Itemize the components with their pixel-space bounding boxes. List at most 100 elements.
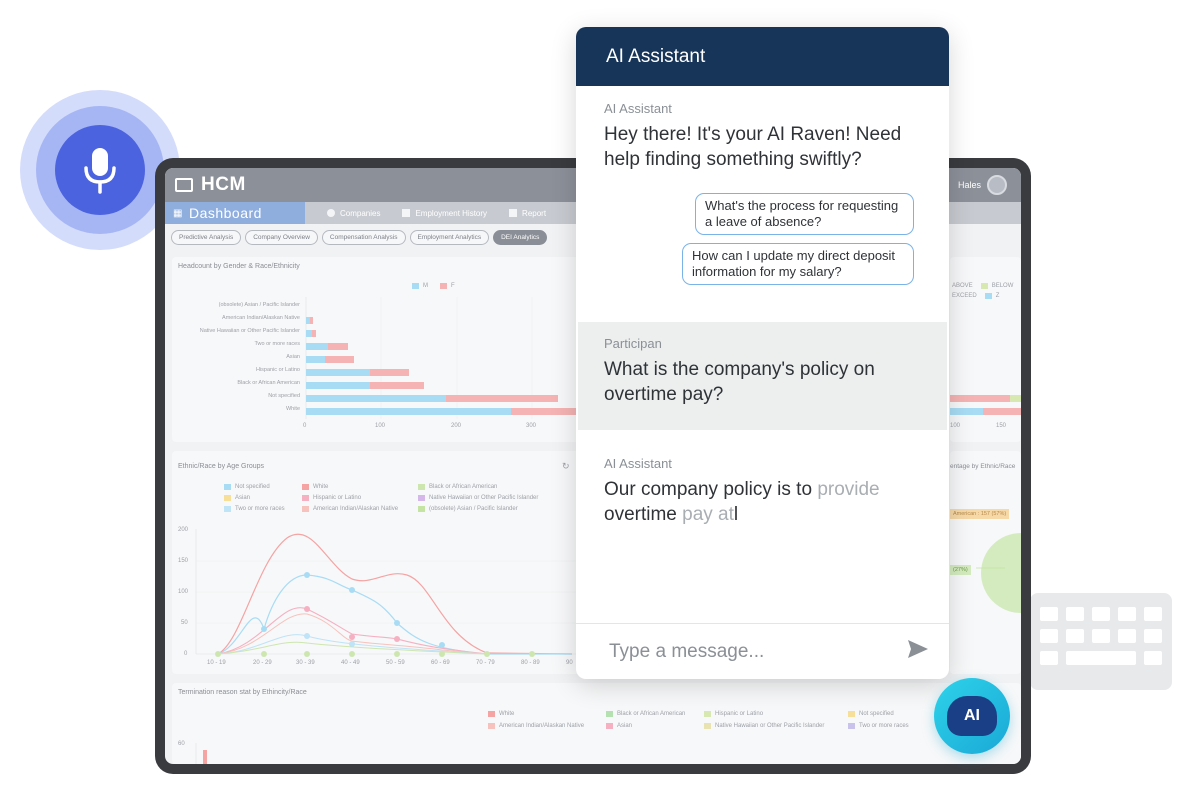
nav-label: Employment History [415, 208, 488, 218]
x-tick: 50 - 59 [386, 660, 405, 666]
legend-item: M [412, 283, 428, 289]
legend-item: Asian [606, 723, 704, 729]
legend-item: Two or more races [224, 506, 302, 512]
nav-employment-history[interactable]: Employment History [402, 209, 487, 218]
legend-item: Black or African American [606, 711, 704, 717]
ai-greeting-text: Hey there! It's your AI Raven! Need help… [604, 124, 902, 170]
report-icon [509, 209, 518, 217]
x-tick: 150 [996, 423, 1007, 429]
y-label: White [285, 406, 300, 412]
termination-panel: Termination reason stat by Ethincity/Rac… [172, 683, 1021, 764]
x-tick: 40 - 49 [341, 660, 360, 666]
user-message: Participan What is the company's policy … [578, 322, 947, 430]
reply-text: Our company policy is to [604, 479, 818, 500]
legend-item: BELOW [980, 283, 1013, 289]
suggestion-direct-deposit[interactable]: How can I update my direct deposit infor… [682, 243, 914, 285]
legend-item: Hispanic or Latino [704, 711, 848, 717]
legend-item: EXCEED [952, 293, 977, 299]
y-tick: 0 [184, 651, 188, 657]
age-lines [195, 529, 584, 657]
legend-item: White [488, 711, 606, 717]
ai-assistant-button[interactable]: AI [934, 678, 1010, 754]
legend-item: Not specified [848, 711, 928, 717]
nav-dashboard-label: Dashboard [188, 205, 262, 221]
x-tick: 100 [950, 423, 961, 429]
legend-item: Asian [224, 495, 302, 501]
app-title: HCM [201, 174, 246, 195]
right-bars [950, 395, 1021, 415]
panel-title-partial: entage by Ethnic/Race [950, 463, 1016, 470]
ai-message: AI Assistant Hey there! It's your AI Rav… [604, 101, 924, 172]
y-label: Native Hawaiian or Other Pacific Islande… [199, 328, 300, 334]
legend-item: Two or more races [848, 723, 928, 729]
user-area[interactable]: Hales [958, 175, 1007, 195]
x-tick: 90 [566, 660, 573, 666]
history-icon [402, 209, 411, 217]
keyboard-icon [1030, 593, 1172, 690]
tab-pills: Predictive Analysis Company Overview Com… [165, 224, 1021, 251]
ai-chat-window: AI Assistant AI Assistant Hey there! It'… [576, 27, 949, 679]
monitor-icon [175, 178, 193, 192]
y-tick: 150 [178, 558, 189, 564]
reply-text-streaming: pay at [682, 504, 734, 525]
microphone-button[interactable] [55, 125, 145, 215]
y-label: Black or African American [237, 380, 300, 386]
nav-dashboard[interactable]: ▦ Dashboard [165, 202, 305, 224]
user-message-text: What is the company's policy on overtime… [604, 359, 875, 405]
refresh-icon[interactable]: ↻ [562, 461, 570, 471]
legend-item: Native Hawaiian or Other Pacific Islande… [418, 495, 568, 501]
headcount-title: Headcount by Gender & Race/Ethnicity [178, 263, 300, 270]
legend-item: American Indian/Alaskan Native [302, 506, 418, 512]
reply-text-streaming: provide [817, 479, 880, 500]
y-label: Hispanic or Latino [255, 367, 300, 373]
send-icon [908, 640, 928, 658]
nav-report[interactable]: Report [509, 209, 546, 218]
y-tick: 60 [178, 741, 185, 747]
send-button[interactable] [907, 639, 929, 664]
avatar[interactable] [987, 175, 1007, 195]
microphone-icon [84, 148, 116, 194]
age-groups-panel: Ethnic/Race by Age Groups ↻ Not specifie… [172, 451, 584, 674]
tab-employment-analytics[interactable]: Employment Analytics [409, 230, 490, 245]
age-legend: Not specified White Black or African Ame… [224, 484, 584, 512]
right-panel: ABOVE BELOW EXCEED Z 100 150 [950, 257, 1021, 442]
message-input-bar: Type a message... [576, 623, 949, 679]
y-tick: 50 [181, 620, 188, 626]
x-tick: 100 [375, 423, 386, 429]
chat-header: AI Assistant [576, 27, 949, 86]
pie-label: American : 157 (57%) [950, 509, 1010, 519]
x-tick: 300 [526, 423, 537, 429]
suggestion-leave-of-absence[interactable]: What's the process for requesting a leav… [695, 193, 914, 235]
nav-label: Report [522, 208, 547, 218]
grid-icon: ▦ [173, 207, 183, 219]
x-tick: 30 - 39 [296, 660, 315, 666]
ethnic-percentage-panel: entage by Ethnic/Race American : 157 (57… [950, 451, 1021, 674]
nav-companies[interactable]: Companies [327, 209, 380, 218]
tab-predictive-analysis[interactable]: Predictive Analysis [171, 230, 242, 245]
ai-sender-label: AI Assistant [604, 456, 672, 471]
y-label: Asian [286, 354, 300, 360]
y-label: Two or more races [254, 341, 300, 347]
pie-chart [976, 533, 1021, 613]
legend-item: Hispanic or Latino [302, 495, 418, 501]
termination-title: Termination reason stat by Ethincity/Rac… [178, 689, 307, 696]
legend-item: (obsolete) Asian / Pacific Islander [418, 506, 568, 512]
reply-text: overtime [604, 504, 683, 525]
y-tick: 100 [178, 589, 189, 595]
age-groups-title: Ethnic/Race by Age Groups [178, 463, 264, 470]
nav-label: Companies [340, 208, 381, 218]
headcount-panel: Headcount by Gender & Race/Ethnicity M F… [172, 257, 584, 442]
termination-legend: White Black or African American Hispanic… [488, 711, 948, 729]
tab-company-overview[interactable]: Company Overview [245, 230, 318, 245]
ai-reply: AI Assistant Our company policy is to pr… [604, 456, 924, 527]
right-legend: ABOVE BELOW EXCEED Z [952, 283, 1021, 299]
x-tick: 20 - 29 [253, 660, 272, 666]
message-input[interactable]: Type a message... [609, 640, 765, 662]
tab-compensation-analysis[interactable]: Compensation Analysis [321, 230, 406, 245]
tab-dei-analytics[interactable]: DEI Analytics [493, 230, 548, 245]
x-tick: 60 - 69 [431, 660, 450, 666]
y-label: (obsolete) Asian / Pacific Islander [218, 302, 300, 308]
typing-cursor: l [733, 504, 739, 525]
user-name: Hales [957, 180, 981, 190]
